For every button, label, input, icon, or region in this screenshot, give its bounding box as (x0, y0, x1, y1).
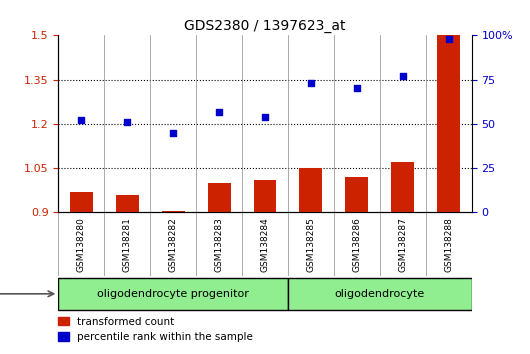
Text: GSM138283: GSM138283 (215, 217, 224, 272)
Point (445, 36, 453, 42)
Bar (288, 278, 472, 310)
Title: GDS2380 / 1397623_at: GDS2380 / 1397623_at (184, 19, 346, 33)
Text: GSM138287: GSM138287 (399, 217, 407, 272)
Point (169, 130, 178, 136)
Bar (437, 35, 460, 212)
Point (261, 114, 269, 120)
Text: GSM138285: GSM138285 (306, 217, 315, 272)
Text: GSM138284: GSM138284 (261, 217, 269, 272)
Bar (299, 168, 322, 212)
Point (77, 118, 85, 123)
Text: oligodendrocyte: oligodendrocyte (335, 289, 425, 299)
Text: GSM138288: GSM138288 (444, 217, 453, 272)
Text: oligodendrocyte progenitor: oligodendrocyte progenitor (97, 289, 249, 299)
Text: GSM138286: GSM138286 (352, 217, 361, 272)
Bar (253, 180, 277, 212)
Bar (116, 195, 139, 212)
Text: GSM138282: GSM138282 (169, 217, 178, 272)
Bar (58, 278, 288, 310)
Text: GSM138280: GSM138280 (77, 217, 86, 272)
Bar (391, 162, 414, 212)
Point (307, 80, 315, 86)
Bar (70, 192, 93, 212)
Bar (162, 211, 184, 212)
Point (399, 73, 407, 79)
Text: GSM138281: GSM138281 (123, 217, 131, 272)
Bar (346, 177, 368, 212)
Legend: transformed count, percentile rank within the sample: transformed count, percentile rank withi… (58, 317, 253, 342)
Point (215, 109, 223, 114)
Point (123, 119, 131, 125)
Bar (208, 183, 231, 212)
Point (352, 86, 361, 91)
